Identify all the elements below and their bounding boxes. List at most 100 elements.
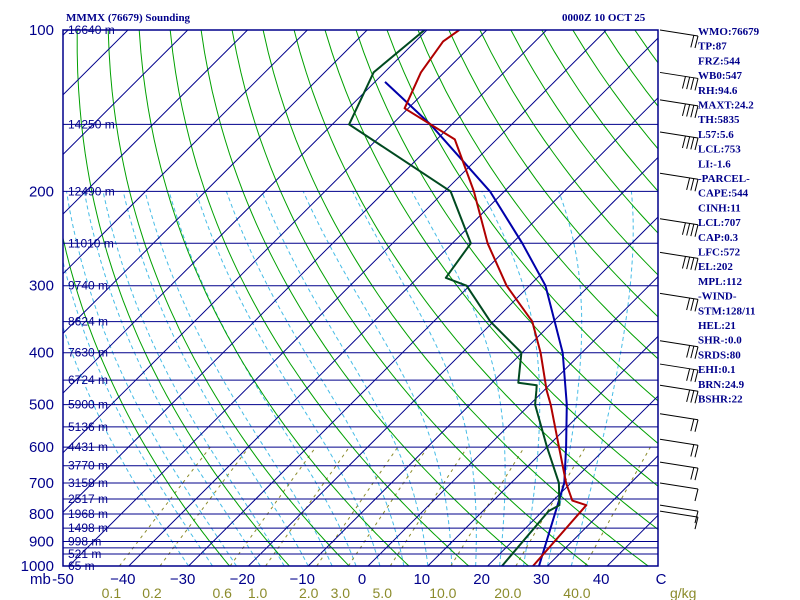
sounding-index-item: TH:5835 — [698, 114, 740, 126]
isotherm-line — [63, 30, 428, 394]
mixing-ratio-tick-label: 0.2 — [142, 585, 162, 600]
sounding-index-item: WB0:547 — [698, 70, 743, 82]
sounding-index-item: TP:87 — [698, 41, 727, 53]
height-label: 16640 m — [68, 23, 115, 37]
isotherm-line — [63, 30, 368, 335]
sounding-index-item: WMO:76679 — [698, 26, 760, 38]
wind-barb — [659, 29, 699, 49]
pressure-tick-label: 700 — [29, 475, 54, 492]
profiles — [348, 30, 588, 566]
height-label: 5900 m — [68, 398, 108, 412]
isotherm-line — [487, 395, 658, 566]
mixing-ratio-tick-label: 0.6 — [212, 585, 232, 600]
height-label: 5136 m — [68, 420, 108, 434]
mixing-ratio-line — [316, 446, 399, 566]
pressure-tick-label: 200 — [29, 183, 54, 200]
dry-adiabat-line — [759, 30, 800, 566]
sounding-index-item: BRN:24.9 — [698, 379, 745, 391]
height-label: 2517 m — [68, 492, 108, 506]
isotherm-line — [63, 30, 129, 96]
sounding-index-item: RH:94.6 — [698, 85, 738, 97]
isotherm-line — [63, 30, 189, 156]
wind-barb — [659, 218, 699, 237]
height-label: 998 m — [68, 534, 101, 548]
isotherm-line — [68, 30, 607, 566]
mixing-ratio-line — [584, 446, 651, 566]
sounding-index-item: MAXT:24.2 — [698, 100, 754, 112]
sounding-index-item: LCL:707 — [698, 217, 741, 229]
sounding-index-item: CINH:11 — [698, 202, 741, 214]
height-label: 3158 m — [68, 476, 108, 490]
sounding-index-item: CAP:0.3 — [698, 232, 739, 244]
height-label: 9740 m — [68, 279, 108, 293]
mixing-ratio-tick-label: 0.1 — [102, 585, 122, 600]
wind-barb — [659, 363, 699, 383]
height-label: 7630 m — [68, 346, 108, 360]
temperature-tick-label: 10 — [413, 571, 430, 588]
moist-adiabat-line — [261, 191, 429, 566]
isotherm-line — [63, 30, 308, 275]
mixing-ratio-line — [389, 446, 468, 566]
sounding-index-item: BSHR:22 — [698, 394, 743, 406]
mixing-ratio-tick-label: 2.0 — [299, 585, 319, 600]
dry-adiabat-line — [76, 30, 290, 566]
height-label: 3770 m — [68, 459, 108, 473]
wind-barb — [659, 292, 699, 312]
wind-barb — [659, 71, 699, 91]
wind-barb — [659, 99, 699, 118]
height-label: 1498 m — [68, 521, 108, 535]
temperature-tick-label: C — [656, 571, 667, 588]
pressure-tick-label: 400 — [29, 345, 54, 362]
mixing-ratio-tick-label: 10.0 — [429, 585, 456, 600]
height-label: 6724 m — [68, 373, 108, 387]
sounding-index-item: LFC:572 — [698, 247, 741, 259]
sounding-index-item: SHR-:0.0 — [698, 335, 742, 347]
temperature-tick-label: −10 — [289, 571, 314, 588]
isotherm-line — [63, 30, 248, 215]
mixing-ratio-tick-label: 20.0 — [494, 585, 521, 600]
plot-frame — [62, 29, 659, 567]
temperature-tick-label: −40 — [110, 571, 135, 588]
isotherm-line — [128, 37, 658, 566]
wind-barb — [659, 384, 699, 404]
temperature-tick-label: 30 — [533, 571, 550, 588]
plot-frame-border — [62, 29, 659, 567]
height-label: 65 m — [68, 559, 95, 573]
pressure-tick-label: 500 — [29, 397, 54, 414]
moist-adiabat-line — [144, 191, 333, 566]
sounding-index-item: LCL:753 — [698, 144, 741, 156]
isotherm-line — [307, 216, 658, 566]
dry-adiabat-line — [138, 30, 410, 566]
chart-valid-time: 0000Z 10 OCT 25 — [562, 12, 646, 24]
wind-barbs — [659, 29, 699, 530]
isotherm-line — [427, 335, 658, 566]
moist-adiabat-line — [195, 191, 381, 566]
pressure-tick-label: 800 — [29, 506, 54, 523]
pressure-unit-label: mb — [30, 571, 51, 588]
temperature-tick-label: −20 — [230, 571, 255, 588]
isotherm-line — [0, 30, 8, 566]
mixing-ratio-tick-label: 1.0 — [248, 585, 268, 600]
dewpoint-profile-line — [348, 30, 561, 566]
sounding-index-item: -WIND- — [698, 291, 737, 303]
mixing-ratio-line — [347, 446, 429, 566]
sounding-index-item: FRZ:544 — [698, 55, 741, 67]
wind-barb — [659, 131, 699, 151]
mixing-ratio-tick-label: 3.0 — [331, 585, 351, 600]
temperature-tick-label: 0 — [358, 571, 366, 588]
sounding-indices-panel: WMO:76679 TP:87 FRZ:544 WB0:547 RH:94.6 MAXT:… — [698, 26, 760, 406]
mixing-ratio-tick-label: 40.0 — [563, 585, 590, 600]
sounding-index-item: EHI:0.1 — [698, 364, 736, 376]
pressure-tick-label: 100 — [29, 22, 54, 39]
height-label: 4431 m — [68, 440, 108, 454]
height-label: 8624 m — [68, 315, 108, 329]
wind-barb — [659, 172, 699, 192]
dry-adiabat-line — [262, 30, 649, 566]
sounding-index-item: SRDS:80 — [698, 349, 741, 361]
height-label: 11010 m — [68, 236, 114, 250]
sounding-index-item: -PARCEL- — [698, 173, 750, 185]
temperature-profile-line — [403, 30, 588, 566]
wind-barb — [659, 251, 699, 271]
